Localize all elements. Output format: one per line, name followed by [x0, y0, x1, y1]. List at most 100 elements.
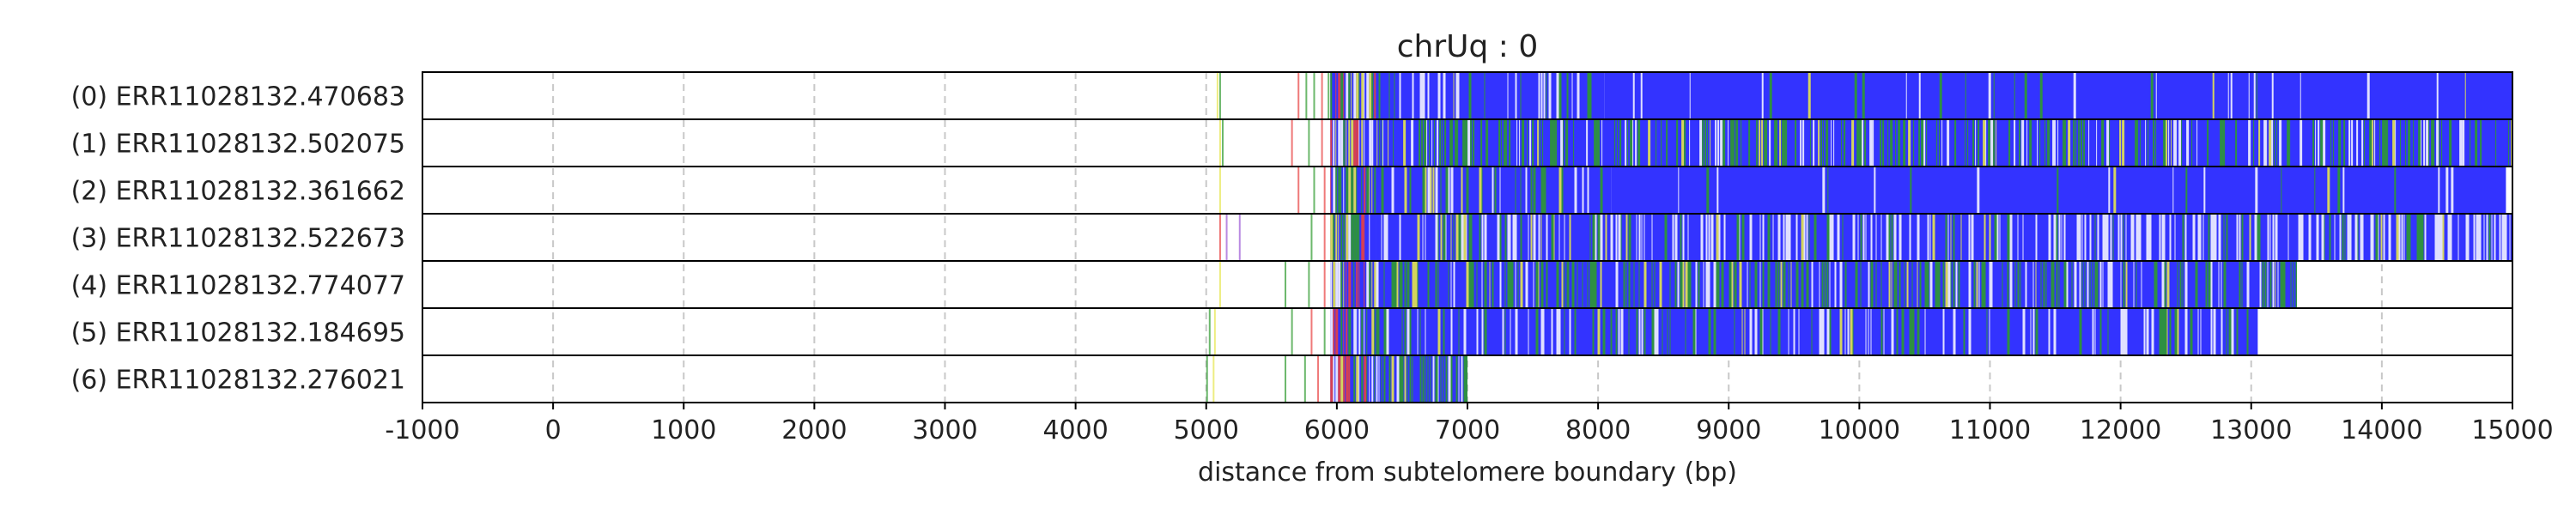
read-feature-mark: [1983, 119, 1986, 167]
read-feature-mark: [1422, 167, 1425, 214]
read-feature-mark: [1891, 214, 1893, 261]
read-feature-mark: [1546, 72, 1547, 119]
read-feature-mark: [2383, 214, 2385, 261]
read-feature-mark: [1425, 214, 1426, 261]
read-feature-mark: [1343, 167, 1345, 214]
read-feature-mark: [2087, 261, 2089, 308]
read-feature-mark: [2047, 119, 2050, 167]
read-feature-mark: [2464, 72, 2466, 119]
read-feature-mark: [2172, 167, 2174, 214]
read-feature-mark: [1777, 261, 1780, 308]
read-feature-mark: [1826, 119, 1829, 167]
read-feature-mark: [1467, 119, 1471, 167]
read-feature-mark: [1383, 214, 1387, 261]
read-feature-mark: [1821, 308, 1825, 355]
read-feature-mark: [2039, 72, 2043, 119]
read-feature-mark: [2475, 119, 2478, 167]
read-feature-mark: [1762, 308, 1764, 355]
read-feature-mark: [2169, 308, 2172, 355]
read-feature-mark: [1333, 167, 1336, 214]
read-feature-mark: [2508, 119, 2510, 167]
read-feature-mark: [1383, 355, 1386, 403]
read-feature-mark: [2239, 261, 2241, 308]
read-feature-mark: [2462, 119, 2465, 167]
read-feature-mark: [1351, 214, 1354, 261]
read-feature-mark: [1806, 214, 1808, 261]
read-feature-mark: [1761, 119, 1764, 167]
read-feature-mark: [1891, 261, 1893, 308]
read-feature-mark: [2293, 261, 2294, 308]
read-feature-mark: [2088, 119, 2090, 167]
read-feature-mark: [2168, 119, 2170, 167]
read-feature-mark: [1419, 119, 1421, 167]
read-feature-mark: [1587, 167, 1589, 214]
read-feature-mark: [2089, 261, 2091, 308]
read-feature-mark: [1643, 308, 1646, 355]
read-feature-mark: [2450, 214, 2452, 261]
read-feature-mark: [2236, 214, 2239, 261]
read-feature-mark: [1635, 119, 1637, 167]
read-feature-mark: [1939, 72, 1942, 119]
read-feature-mark: [2419, 214, 2422, 261]
read-feature-mark: [1353, 355, 1356, 403]
read-feature-mark: [1990, 119, 1994, 167]
read-feature-mark: [1468, 214, 1472, 261]
read-feature-mark: [2053, 261, 2055, 308]
read-feature-mark: [1875, 214, 1877, 261]
read-mark: [1213, 308, 1216, 355]
read-feature-mark: [2057, 167, 2059, 214]
read-mark: [1297, 167, 1300, 214]
read-label: (5) ERR11028132.184695: [71, 318, 405, 348]
x-tick-label: 13000: [2210, 415, 2292, 445]
read-feature-mark: [1999, 214, 2001, 261]
read-feature-mark: [1560, 119, 1564, 167]
read-feature-mark: [1911, 308, 1915, 355]
read-feature-mark: [1713, 261, 1716, 308]
read-feature-mark: [2416, 214, 2420, 261]
read-feature-mark: [1717, 119, 1720, 167]
read-feature-mark: [1599, 119, 1601, 167]
read-feature-mark: [1844, 261, 1847, 308]
read-feature-mark: [1800, 119, 1802, 167]
read-feature-mark: [1561, 261, 1564, 308]
read-feature-mark: [2136, 261, 2137, 308]
read-feature-mark: [1361, 355, 1364, 403]
read-feature-mark: [1874, 167, 1876, 214]
read-feature-mark: [2133, 214, 2135, 261]
read-feature-mark: [1378, 72, 1381, 119]
read-feature-mark: [2071, 261, 2073, 308]
read-feature-mark: [2279, 119, 2282, 167]
read-feature-mark: [1421, 119, 1424, 167]
read-feature-mark: [1615, 261, 1619, 308]
read-feature-mark: [1640, 72, 1643, 119]
read-feature-mark: [1388, 355, 1391, 403]
read-feature-mark: [1947, 214, 1949, 261]
read-feature-mark: [1335, 308, 1339, 355]
read-feature-mark: [2008, 119, 2011, 167]
read-feature-mark: [1338, 355, 1341, 403]
read-feature-mark: [2094, 308, 2096, 355]
read-feature-mark: [1386, 214, 1388, 261]
read-feature-mark: [2364, 119, 2366, 167]
read-feature-mark: [1623, 261, 1625, 308]
read-feature-mark: [1597, 214, 1601, 261]
read-feature-mark: [1550, 119, 1553, 167]
read-feature-mark: [1986, 308, 1988, 355]
read-feature-mark: [1401, 308, 1403, 355]
read-feature-mark: [2385, 119, 2388, 167]
read-mark: [1218, 261, 1221, 308]
read-feature-mark: [2017, 261, 2020, 308]
read-feature-mark: [2202, 214, 2204, 261]
read-feature-mark: [2143, 308, 2146, 355]
read-feature-mark: [1677, 261, 1680, 308]
read-feature-mark: [1718, 261, 1720, 308]
read-feature-mark: [2405, 119, 2407, 167]
read-feature-mark: [1669, 308, 1671, 355]
read-feature-mark: [2208, 261, 2211, 308]
read-feature-mark: [1749, 308, 1753, 355]
read-feature-mark: [1530, 167, 1533, 214]
read-feature-mark: [2342, 167, 2345, 214]
read-feature-mark: [1975, 119, 1977, 167]
read-feature-mark: [1481, 308, 1484, 355]
read-feature-mark: [2264, 261, 2267, 308]
